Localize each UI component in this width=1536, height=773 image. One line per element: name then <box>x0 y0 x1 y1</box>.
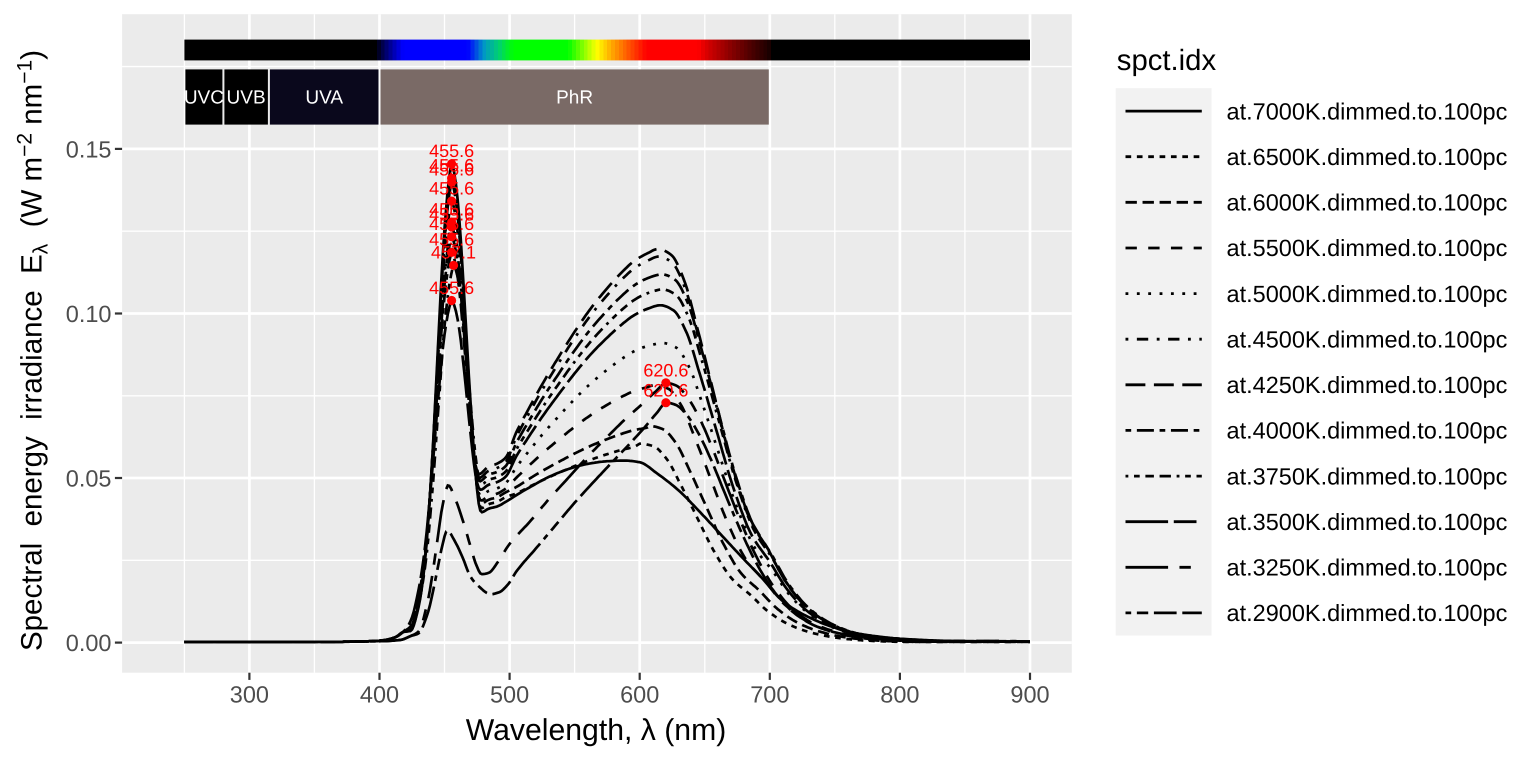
svg-text:500: 500 <box>490 682 529 708</box>
svg-text:800: 800 <box>880 682 919 708</box>
svg-text:455.6: 455.6 <box>429 160 474 180</box>
svg-text:400: 400 <box>360 682 399 708</box>
svg-text:600: 600 <box>620 682 659 708</box>
svg-text:620.6: 620.6 <box>643 361 688 381</box>
svg-text:620.6: 620.6 <box>643 381 688 401</box>
svg-text:455.6: 455.6 <box>429 214 474 234</box>
svg-text:at.7000K.dimmed.to.100pc: at.7000K.dimmed.to.100pc <box>1227 98 1508 124</box>
svg-text:at.6000K.dimmed.to.100pc: at.6000K.dimmed.to.100pc <box>1227 190 1508 216</box>
svg-text:455.6: 455.6 <box>429 141 474 161</box>
svg-text:at.5500K.dimmed.to.100pc: at.5500K.dimmed.to.100pc <box>1227 235 1508 261</box>
svg-text:700: 700 <box>750 682 789 708</box>
svg-text:300: 300 <box>230 682 269 708</box>
svg-text:455.6: 455.6 <box>429 230 474 250</box>
svg-text:at.4250K.dimmed.to.100pc: at.4250K.dimmed.to.100pc <box>1227 372 1508 398</box>
svg-text:at.3500K.dimmed.to.100pc: at.3500K.dimmed.to.100pc <box>1227 509 1508 535</box>
svg-text:Wavelength, λ (nm): Wavelength, λ (nm) <box>466 714 727 747</box>
svg-text:UVB: UVB <box>227 88 266 109</box>
svg-text:0.00: 0.00 <box>66 630 112 656</box>
svg-text:0.05: 0.05 <box>66 465 112 491</box>
svg-text:at.4500K.dimmed.to.100pc: at.4500K.dimmed.to.100pc <box>1227 326 1508 352</box>
svg-text:455.6: 455.6 <box>429 200 474 220</box>
svg-text:at.3750K.dimmed.to.100pc: at.3750K.dimmed.to.100pc <box>1227 463 1508 489</box>
svg-text:at.5000K.dimmed.to.100pc: at.5000K.dimmed.to.100pc <box>1227 281 1508 307</box>
svg-text:at.3250K.dimmed.to.100pc: at.3250K.dimmed.to.100pc <box>1227 555 1508 581</box>
svg-text:at.2900K.dimmed.to.100pc: at.2900K.dimmed.to.100pc <box>1227 600 1508 626</box>
svg-text:at.4000K.dimmed.to.100pc: at.4000K.dimmed.to.100pc <box>1227 418 1508 444</box>
svg-text:0.15: 0.15 <box>66 136 112 162</box>
svg-text:at.6500K.dimmed.to.100pc: at.6500K.dimmed.to.100pc <box>1227 144 1508 170</box>
svg-text:UVA: UVA <box>305 88 343 109</box>
svg-text:0.10: 0.10 <box>66 301 112 327</box>
svg-text:spct.idx: spct.idx <box>1117 44 1217 77</box>
svg-text:455.6: 455.6 <box>429 156 474 176</box>
svg-text:PhR: PhR <box>556 88 593 109</box>
svg-text:457.1: 457.1 <box>431 243 476 263</box>
svg-text:455.6: 455.6 <box>429 278 474 298</box>
svg-text:900: 900 <box>1010 682 1049 708</box>
svg-text:455.6: 455.6 <box>429 178 474 198</box>
svg-text:UVC: UVC <box>184 88 224 109</box>
svg-text:455.6: 455.6 <box>429 204 474 224</box>
